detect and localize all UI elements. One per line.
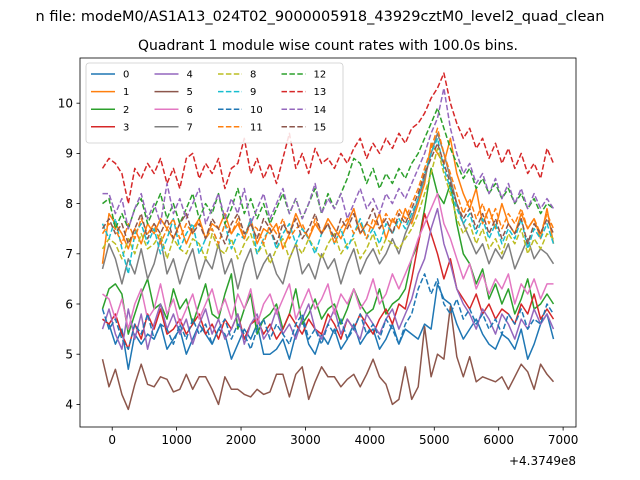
series-line-5 xyxy=(101,305,555,411)
series-line-10 xyxy=(101,273,555,350)
legend-label-12: 12 xyxy=(314,70,327,81)
chart-suptitle: n file: modeM0/AS1A13_024T02_9000005918_… xyxy=(36,9,605,25)
x-tick-label: 7000 xyxy=(548,433,579,447)
legend-label-9: 9 xyxy=(250,87,256,98)
x-tick-label: 6000 xyxy=(483,433,514,447)
legend-label-3: 3 xyxy=(123,122,129,133)
x-axis: 0 1000 2000 3000 4000 5000 6000 7000 xyxy=(108,427,578,447)
series-line-14 xyxy=(102,87,555,230)
y-tick-label: 6 xyxy=(65,297,73,311)
legend-label-15: 15 xyxy=(314,122,327,133)
legend-label-6: 6 xyxy=(187,105,193,116)
legend-label-10: 10 xyxy=(250,105,263,116)
plot-area-frame xyxy=(79,57,577,428)
legend-label-5: 5 xyxy=(187,87,193,98)
chart-title: Quadrant 1 module wise count rates with … xyxy=(138,38,518,54)
legend-label-11: 11 xyxy=(250,122,263,133)
series-line-13 xyxy=(101,72,555,205)
x-tick-label: 0 xyxy=(108,433,116,447)
series-line-1 xyxy=(101,137,555,264)
series-line-11 xyxy=(101,127,555,245)
y-tick-label: 5 xyxy=(65,348,73,362)
series-line-2 xyxy=(101,167,555,335)
legend-label-0: 0 xyxy=(123,70,129,81)
legend-label-14: 14 xyxy=(314,105,327,116)
y-tick-label: 10 xyxy=(58,96,73,110)
x-tick-label: 3000 xyxy=(290,433,321,447)
legend-frame xyxy=(85,62,344,144)
series-line-7 xyxy=(101,132,555,290)
x-tick-label: 5000 xyxy=(419,433,450,447)
x-tick-label: 2000 xyxy=(226,433,257,447)
x-axis-offset-label: +4.3749e8 xyxy=(509,454,576,468)
y-tick-label: 8 xyxy=(65,197,73,211)
y-axis: 4 5 6 7 8 9 10 xyxy=(58,96,80,412)
x-tick-label: 1000 xyxy=(161,433,192,447)
series-line-3 xyxy=(102,212,555,350)
y-tick-label: 7 xyxy=(65,247,73,261)
legend-label-13: 13 xyxy=(314,87,327,98)
series-line-8 xyxy=(101,147,554,265)
series-layer xyxy=(101,72,555,411)
series-line-12 xyxy=(102,107,554,230)
legend-label-2: 2 xyxy=(123,105,129,116)
y-tick-label: 4 xyxy=(65,398,73,412)
y-tick-label: 9 xyxy=(65,147,73,161)
series-line-0 xyxy=(102,283,555,371)
legend-label-4: 4 xyxy=(187,70,193,81)
legend-label-1: 1 xyxy=(123,87,129,98)
series-line-6 xyxy=(102,192,554,330)
x-tick-label: 4000 xyxy=(355,433,386,447)
legend-label-8: 8 xyxy=(250,70,256,81)
legend-label-7: 7 xyxy=(187,122,193,133)
